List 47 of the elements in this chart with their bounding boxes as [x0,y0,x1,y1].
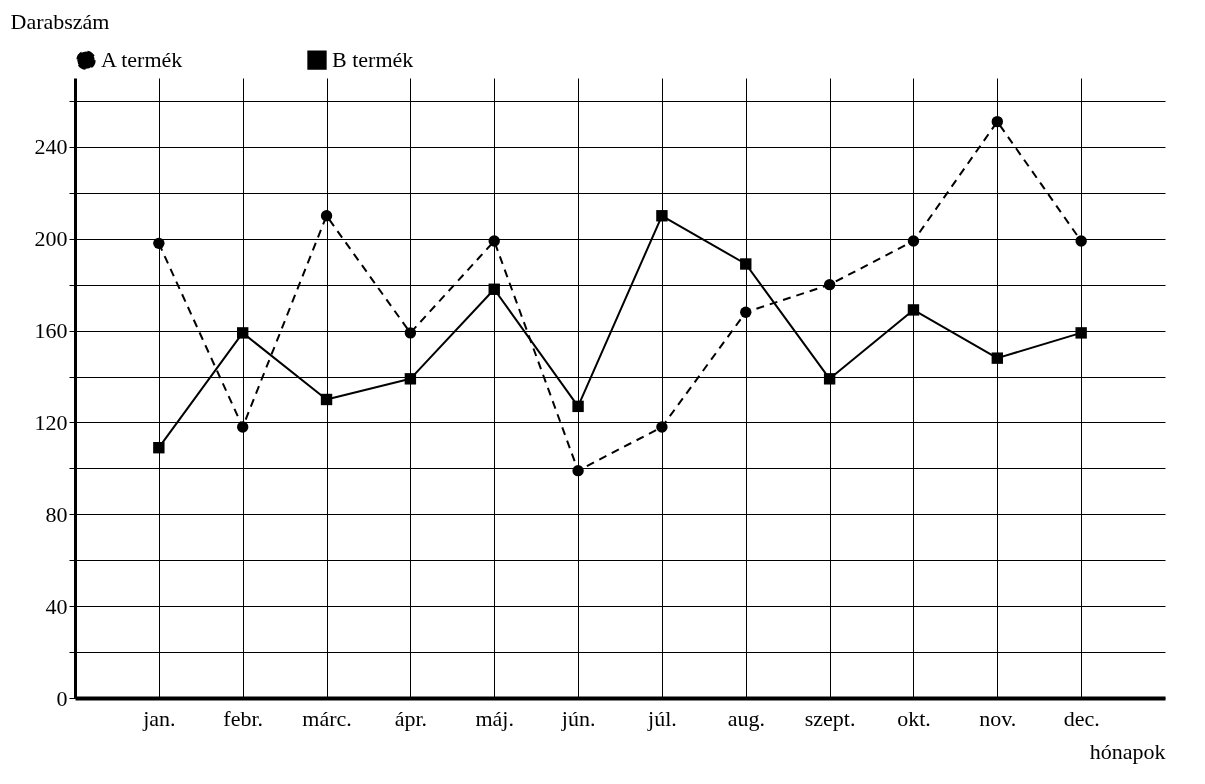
x-tick-label: jan. [142,705,176,731]
point [320,393,333,406]
point [488,235,500,247]
x-tick-label: nov. [979,705,1017,731]
y-tick-label: 80 [45,501,68,527]
point [1075,327,1087,339]
y-tick-label: 200 [34,226,68,252]
x-axis-title: hónapok [1089,738,1166,764]
y-tick-label: 160 [34,318,68,344]
point [320,210,333,222]
y-tick-label: 0 [56,685,68,711]
y-tick-label: 120 [34,409,68,435]
point [656,210,668,222]
point [488,283,500,295]
point [907,235,920,247]
point [991,115,1004,128]
point [823,373,836,385]
point [236,421,249,433]
point [1075,235,1087,247]
x-tick-label: febr. [223,705,264,731]
x-tick-label: márc. [302,705,352,731]
point [823,278,836,291]
x-tick-label: okt. [897,705,931,731]
y-axis-title: Darabszám [10,8,110,34]
point [404,327,417,339]
point [236,327,249,339]
x-tick-label: júl. [647,705,677,731]
x-tick-label: jún. [560,705,596,731]
point [907,304,920,316]
point [656,421,668,433]
point [404,373,417,385]
x-tick-label: ápr. [394,705,428,731]
y-tick-label: 240 [34,134,68,160]
x-tick-label: szept. [804,705,856,731]
x-tick-label: aug. [727,705,765,731]
y-tick-label: 40 [45,593,68,619]
point [740,306,752,318]
legend-label: B termék [332,47,414,73]
point [153,237,165,250]
point [572,464,584,477]
legend-label: A termék [101,47,183,73]
point [991,352,1004,364]
point [153,442,165,454]
point [572,400,584,413]
point [740,258,752,270]
x-tick-label: dec. [1063,705,1100,731]
x-tick-label: máj. [475,705,514,731]
